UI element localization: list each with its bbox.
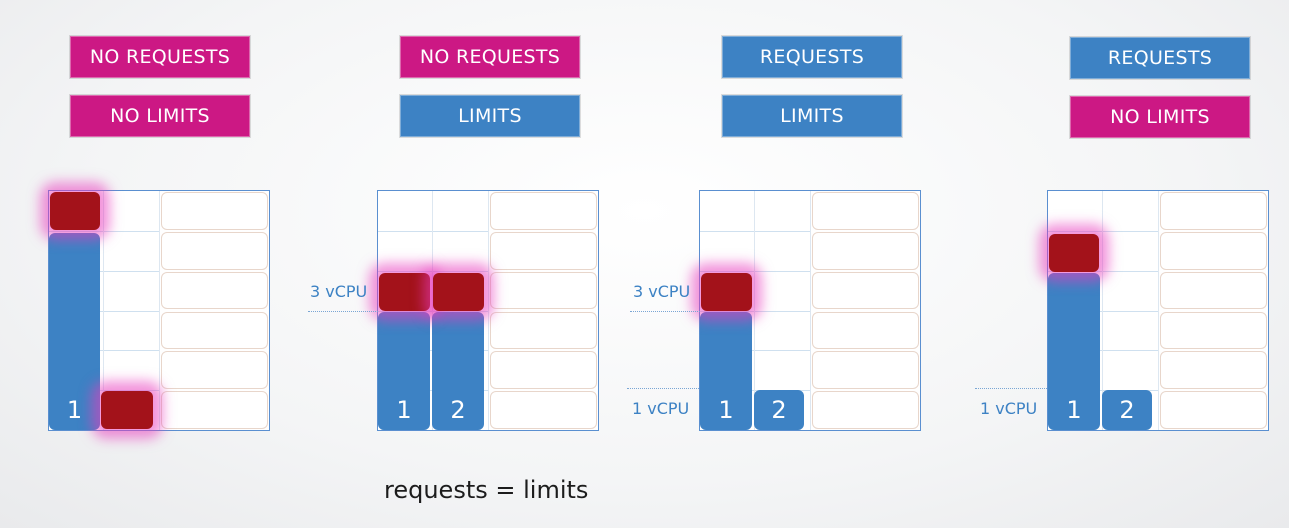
panel-2-requests-label: NO REQUESTS <box>400 36 580 78</box>
grid-row-divider <box>49 230 159 232</box>
panel-3-requests-label: REQUESTS <box>722 36 902 78</box>
panel-2-core-1-label: 1 <box>396 396 412 424</box>
panel-3-core-1-usage-bar <box>700 312 752 430</box>
grid-column-divider <box>103 191 104 430</box>
grid-row-divider <box>700 350 810 352</box>
grid-cell <box>490 231 597 270</box>
panel-1-requests-label: NO REQUESTS <box>70 36 250 78</box>
panel-2-core-2-throttled-block <box>433 273 484 311</box>
panel-4-core-1-throttled-block <box>1049 234 1099 272</box>
grid-row-divider <box>1048 310 1158 312</box>
grid-row-divider <box>378 270 488 272</box>
grid-cell <box>812 351 919 390</box>
grid-row-divider <box>378 310 488 312</box>
panel-1-core-2-throttled-block <box>101 391 153 429</box>
grid-cell <box>812 231 919 270</box>
grid-cell <box>161 351 268 390</box>
grid-cell <box>812 192 919 230</box>
grid-cell <box>1160 231 1267 270</box>
panel-2-core-1-throttled-block <box>379 273 430 311</box>
grid-row-divider <box>1048 230 1158 232</box>
grid-cell <box>812 391 919 429</box>
panel-2-3-vcpu-threshold-line <box>308 311 378 312</box>
panel-2-core-2-usage-bar <box>432 312 484 430</box>
panel-4-core-1-label: 1 <box>1066 396 1082 424</box>
grid-row-divider <box>1048 270 1158 272</box>
panel-3-3-vcpu-label: 3 vCPU <box>633 282 691 301</box>
grid-cell <box>1160 391 1267 429</box>
panel-2-core-1-usage-bar <box>378 312 430 430</box>
grid-cell <box>1160 351 1267 390</box>
panel-3-core-2-usage-bar <box>754 390 804 430</box>
grid-row-divider <box>49 390 159 392</box>
grid-column-divider <box>488 191 489 430</box>
panel-2-core-2-label: 2 <box>450 396 466 424</box>
grid-row-divider <box>49 310 159 312</box>
grid-column-divider <box>1158 191 1159 430</box>
panel-2-3-vcpu-label: 3 vCPU <box>310 282 368 301</box>
panel-1-limits-label: NO LIMITS <box>70 95 250 137</box>
panel-3-core-1-label: 1 <box>718 396 734 424</box>
grid-cell <box>1160 311 1267 350</box>
panel-1-core-1-label: 1 <box>66 396 83 424</box>
panel-3-1-vcpu-label: 1 vCPU <box>632 399 690 418</box>
grid-cell <box>490 311 597 350</box>
grid-cell <box>161 231 268 270</box>
grid-cell <box>812 271 919 310</box>
panel-3-3-vcpu-threshold-line <box>630 311 700 312</box>
grid-cell <box>490 351 597 390</box>
panel-4-core-2-usage-bar <box>1102 390 1152 430</box>
panel-4-core-1-usage-bar <box>1048 273 1100 430</box>
grid-cell <box>161 311 268 350</box>
grid-row-divider <box>700 270 810 272</box>
panel-4-1-vcpu-threshold-line <box>975 388 1047 389</box>
panel-2-limits-label: LIMITS <box>400 95 580 137</box>
grid-cell <box>161 192 268 230</box>
panel-1-core-1-throttled-block <box>50 192 100 230</box>
grid-row-divider <box>700 310 810 312</box>
grid-column-divider <box>754 191 755 430</box>
grid-row-divider <box>49 350 159 352</box>
grid-cell <box>490 391 597 429</box>
panel-3-1-vcpu-threshold-line <box>627 388 699 389</box>
panel-3-core-2-label: 2 <box>771 396 787 424</box>
panel-4-1-vcpu-label: 1 vCPU <box>980 399 1038 418</box>
grid-column-divider <box>810 191 811 430</box>
grid-column-divider <box>1102 191 1103 430</box>
grid-cell <box>812 311 919 350</box>
grid-row-divider <box>378 230 488 232</box>
grid-column-divider <box>432 191 433 430</box>
grid-column-divider <box>159 191 160 430</box>
grid-row-divider <box>49 270 159 272</box>
panel-3-limits-label: LIMITS <box>722 95 902 137</box>
grid-cell <box>1160 271 1267 310</box>
panel-1-core-1-usage-bar <box>49 233 100 430</box>
grid-cell <box>161 271 268 310</box>
grid-cell <box>1160 192 1267 230</box>
grid-row-divider <box>1048 350 1158 352</box>
grid-row-divider <box>700 230 810 232</box>
grid-cell <box>161 391 268 429</box>
panel-4-requests-label: REQUESTS <box>1070 37 1250 79</box>
requests-equal-limits-caption: requests = limits <box>384 476 589 504</box>
panel-4-limits-label: NO LIMITS <box>1070 96 1250 138</box>
grid-cell <box>490 192 597 230</box>
panel-4-core-2-label: 2 <box>1119 396 1135 424</box>
panel-3-core-1-throttled-block <box>701 273 752 311</box>
grid-cell <box>490 271 597 310</box>
